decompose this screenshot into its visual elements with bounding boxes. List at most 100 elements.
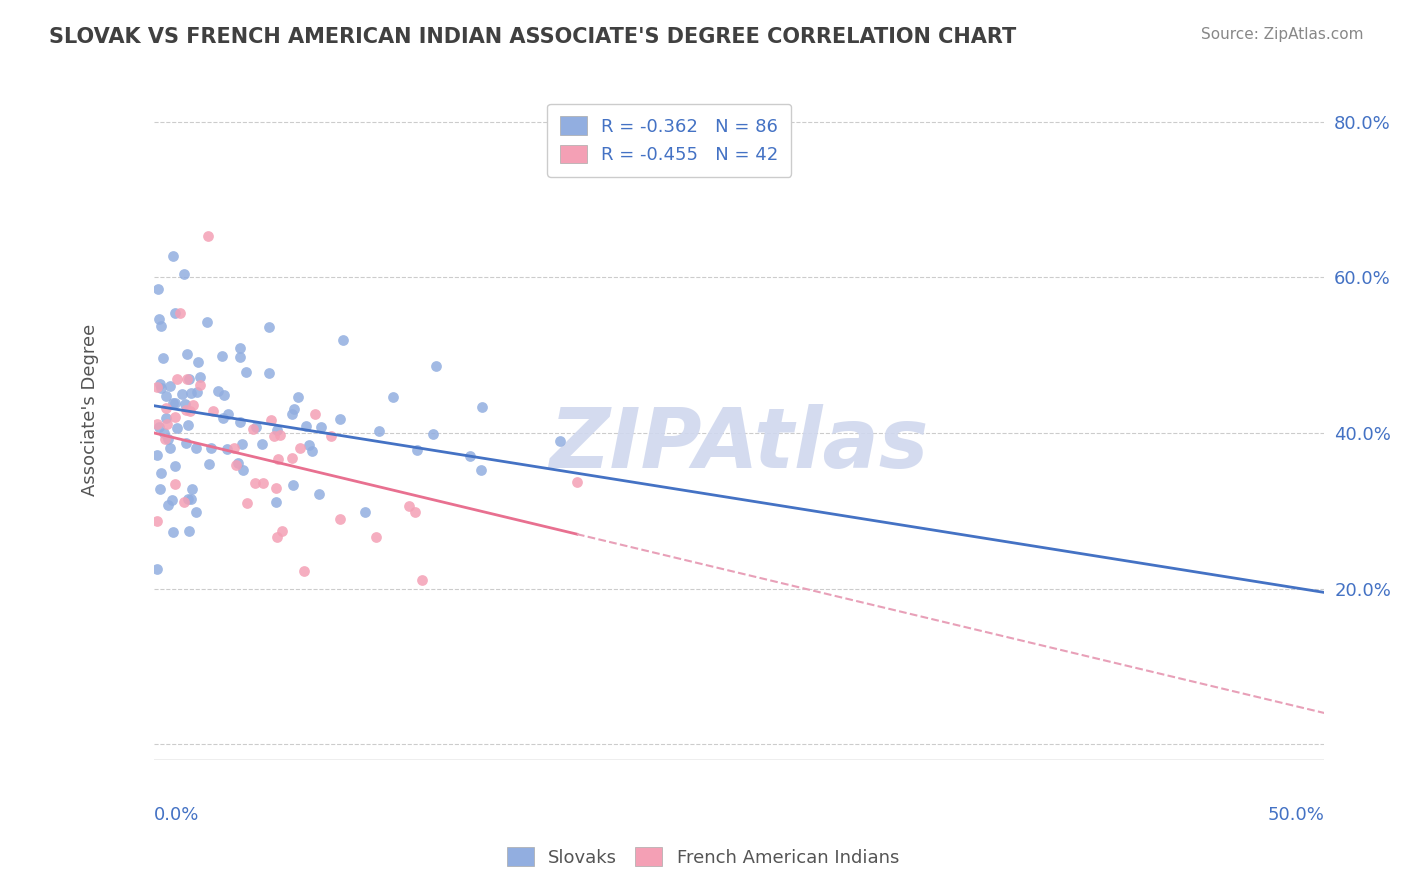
Point: [188, 378, 211, 392]
Point: [177, 492, 200, 507]
Point: [411, 573, 433, 587]
Point: [252, 476, 274, 491]
Point: [176, 347, 198, 361]
Point: [270, 524, 292, 539]
Point: [257, 367, 280, 381]
Point: [184, 505, 207, 519]
Point: [153, 433, 176, 447]
Point: [207, 384, 229, 398]
Point: [163, 477, 186, 491]
Point: [180, 482, 202, 496]
Point: [197, 458, 219, 472]
Text: Associate's Degree: Associate's Degree: [82, 324, 98, 496]
Point: [425, 359, 447, 374]
Point: [565, 475, 588, 490]
Point: [163, 458, 186, 473]
Point: [156, 417, 179, 432]
Point: [266, 530, 288, 544]
Text: ZIPAtlas: ZIPAtlas: [550, 404, 929, 485]
Point: [228, 341, 250, 355]
Point: [236, 496, 259, 510]
Point: [177, 372, 200, 386]
Point: [145, 448, 167, 462]
Point: [381, 390, 404, 404]
Point: [263, 429, 285, 443]
Point: [232, 463, 254, 477]
Point: [187, 355, 209, 369]
Point: [281, 450, 304, 465]
Point: [150, 466, 173, 480]
Point: [177, 417, 200, 432]
Point: [162, 396, 184, 410]
Point: [264, 481, 287, 495]
Point: [149, 377, 172, 392]
Point: [201, 404, 224, 418]
Point: [155, 410, 177, 425]
Point: [229, 415, 252, 429]
Point: [149, 482, 172, 496]
Point: [145, 562, 167, 576]
Point: [354, 505, 377, 519]
Point: [157, 432, 180, 446]
Point: [155, 389, 177, 403]
Point: [169, 306, 191, 320]
Point: [295, 418, 318, 433]
Point: [287, 390, 309, 404]
Point: [148, 420, 170, 434]
Point: [146, 515, 169, 529]
Point: [292, 564, 315, 578]
Text: 0.0%: 0.0%: [155, 806, 200, 824]
Point: [166, 372, 188, 386]
Point: [228, 350, 250, 364]
Point: [364, 530, 387, 544]
Text: 50.0%: 50.0%: [1268, 806, 1324, 824]
Point: [165, 396, 187, 410]
Point: [308, 487, 330, 501]
Point: [422, 426, 444, 441]
Point: [181, 398, 204, 412]
Point: [146, 282, 169, 296]
Point: [332, 333, 354, 347]
Point: [304, 407, 326, 421]
Point: [186, 385, 208, 400]
Point: [159, 442, 181, 456]
Point: [166, 421, 188, 435]
Point: [179, 524, 201, 538]
Point: [260, 412, 283, 426]
Point: [176, 436, 198, 450]
Point: [398, 500, 420, 514]
Point: [148, 312, 170, 326]
Point: [173, 267, 195, 281]
Point: [163, 409, 186, 424]
Point: [266, 423, 288, 437]
Point: [159, 378, 181, 392]
Point: [404, 506, 426, 520]
Point: [283, 402, 305, 417]
Point: [174, 403, 197, 417]
Point: [242, 421, 264, 435]
Point: [243, 476, 266, 491]
Point: [172, 387, 194, 401]
Point: [200, 441, 222, 455]
Point: [269, 428, 291, 442]
Point: [184, 441, 207, 455]
Point: [149, 381, 172, 395]
Point: [235, 365, 257, 379]
Point: [222, 441, 245, 455]
Point: [180, 386, 202, 401]
Point: [259, 319, 281, 334]
Point: [471, 400, 494, 414]
Legend: Slovaks, French American Indians: Slovaks, French American Indians: [499, 840, 907, 874]
Point: [162, 525, 184, 540]
Point: [311, 420, 333, 434]
Point: [288, 442, 311, 456]
Point: [329, 512, 352, 526]
Text: SLOVAK VS FRENCH AMERICAN INDIAN ASSOCIATE'S DEGREE CORRELATION CHART: SLOVAK VS FRENCH AMERICAN INDIAN ASSOCIA…: [49, 27, 1017, 46]
Point: [157, 498, 180, 512]
Point: [180, 491, 202, 506]
Point: [195, 315, 218, 329]
Point: [267, 452, 290, 467]
Point: [212, 411, 235, 425]
Point: [162, 248, 184, 262]
Point: [152, 351, 174, 365]
